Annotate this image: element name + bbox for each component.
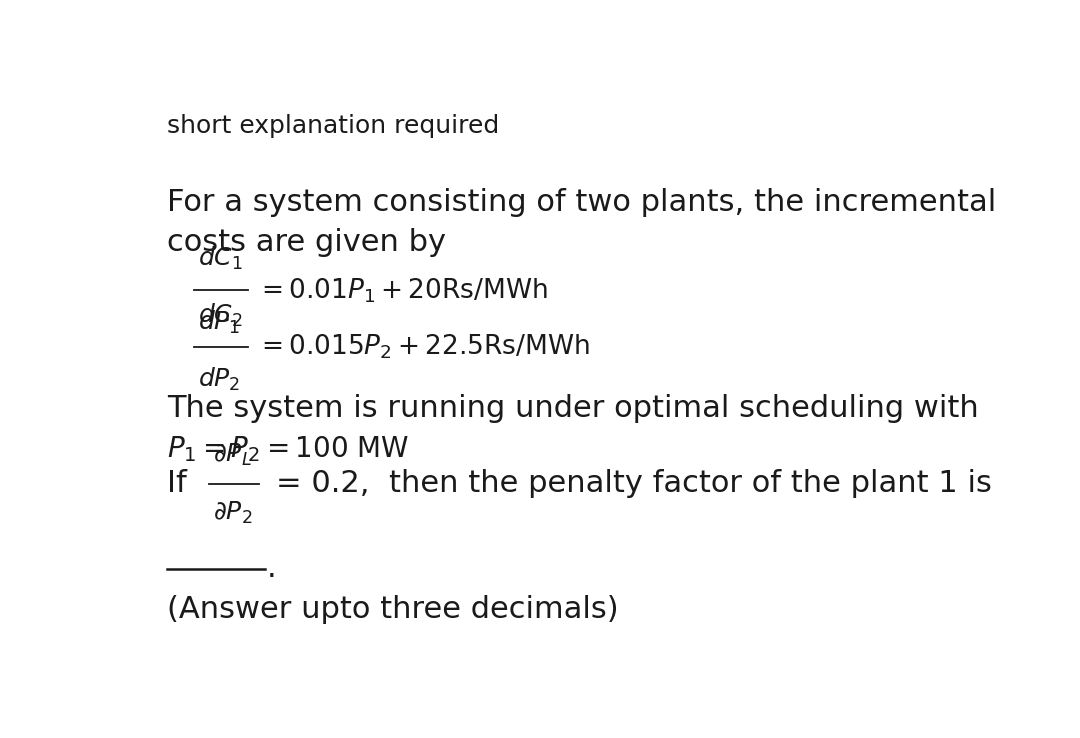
- Text: $dC_2$: $dC_2$: [198, 302, 243, 329]
- Text: If: If: [166, 469, 187, 498]
- Text: .: .: [267, 554, 276, 583]
- Text: $\partial P_2$: $\partial P_2$: [213, 500, 253, 525]
- Text: short explanation required: short explanation required: [166, 114, 499, 138]
- Text: $P_1 = P_2 = 100$ MW: $P_1 = P_2 = 100$ MW: [166, 434, 409, 464]
- Text: $= 0.01 P_1 + 20 \mathrm{Rs/MWh}$: $= 0.01 P_1 + 20 \mathrm{Rs/MWh}$: [256, 276, 548, 305]
- Text: $\partial P_L$: $\partial P_L$: [213, 441, 252, 468]
- Text: (Answer upto three decimals): (Answer upto three decimals): [166, 596, 619, 624]
- Text: The system is running under optimal scheduling with: The system is running under optimal sche…: [166, 394, 978, 424]
- Text: $dP_2$: $dP_2$: [198, 365, 240, 393]
- Text: $= 0.015 P_2 + 22.5 \mathrm{Rs/MWh}$: $= 0.015 P_2 + 22.5 \mathrm{Rs/MWh}$: [256, 333, 590, 362]
- Text: $dP_1$: $dP_1$: [198, 308, 240, 336]
- Text: $dC_1$: $dC_1$: [198, 245, 243, 272]
- Text: costs are given by: costs are given by: [166, 228, 446, 257]
- Text: For a system consisting of two plants, the incremental: For a system consisting of two plants, t…: [166, 188, 996, 217]
- Text: = 0.2,  then the penalty factor of the plant 1 is: = 0.2, then the penalty factor of the pl…: [275, 469, 991, 498]
